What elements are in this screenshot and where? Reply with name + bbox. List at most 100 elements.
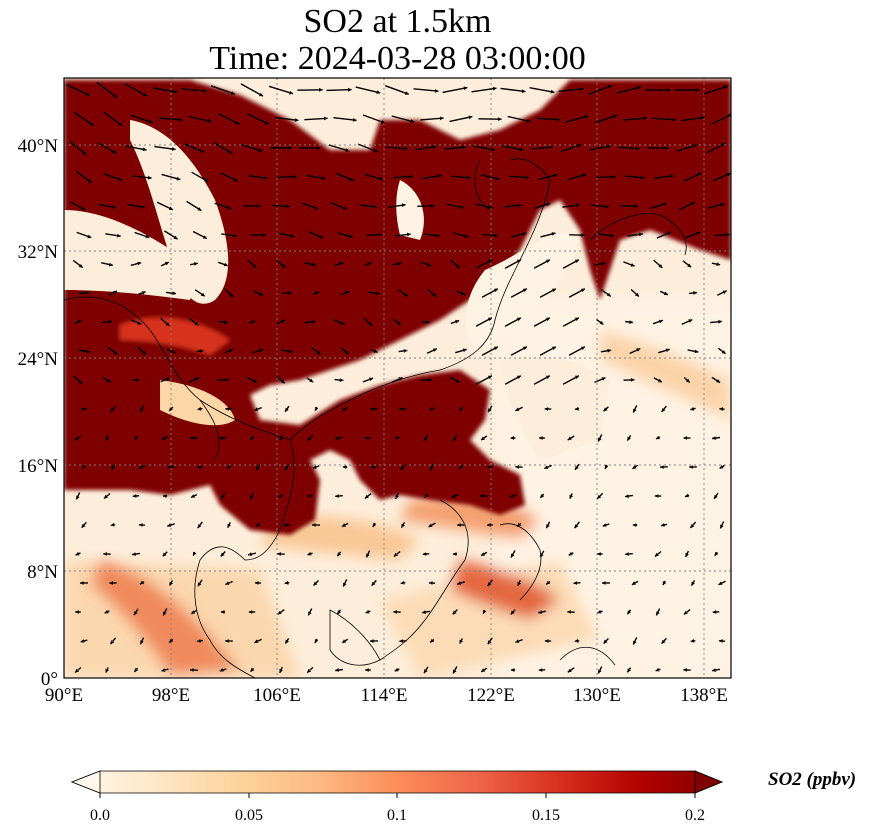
wind-arrow [74, 666, 82, 674]
wind-arrow [152, 87, 178, 94]
lat-tick-label: 24°N [18, 349, 59, 370]
wind-arrow [190, 493, 198, 499]
wind-arrow [428, 522, 436, 528]
wind-arrow [365, 550, 371, 558]
wind-arrow [685, 231, 701, 239]
lat-tick-label: 16°N [18, 456, 59, 477]
wind-arrow [161, 436, 169, 440]
wind-arrow [394, 435, 400, 440]
wind-arrow [600, 289, 612, 297]
wind-arrow [602, 523, 610, 527]
wind-arrow [188, 377, 200, 383]
wind-arrow [133, 667, 139, 673]
wind-arrow [719, 521, 725, 529]
wind-arrow [386, 146, 408, 151]
wind-arrow [478, 117, 502, 121]
wind-arrow [421, 610, 431, 614]
wind-arrow [683, 376, 691, 384]
wind-arrow [364, 261, 372, 267]
wind-arrow [109, 581, 117, 585]
wind-arrow [276, 319, 286, 325]
wind-arrow [284, 580, 290, 585]
wind-arrow [190, 609, 198, 615]
wind-arrow [453, 232, 469, 238]
wind-arrow [306, 174, 326, 180]
wind-arrow [539, 493, 545, 499]
wind-arrow [138, 523, 146, 527]
wind-arrow [104, 434, 110, 442]
wind-arrow [284, 638, 290, 644]
colorbar: 0.0 0.05 0.1 0.15 0.2 [70, 770, 724, 824]
wind-arrow [243, 204, 261, 208]
wind-arrow [683, 609, 691, 615]
wind-arrow [597, 666, 603, 674]
wind-arrow [603, 406, 609, 412]
wind-arrow [690, 638, 696, 643]
wind-arrow [632, 405, 638, 413]
wind-arrow [280, 349, 294, 354]
lon-tick-label: 98°E [152, 685, 190, 706]
wind-arrow [393, 550, 401, 558]
wind-arrow [219, 436, 227, 440]
wind-arrow [531, 145, 553, 150]
wind-arrow [105, 667, 109, 673]
wind-arrow [632, 523, 638, 527]
colorbar-tick-label: 0.1 [387, 807, 407, 824]
wind-arrow [711, 376, 721, 384]
wind-arrow [510, 288, 528, 298]
wind-arrow [678, 201, 696, 211]
wind-arrow [482, 609, 487, 615]
wind-arrow [568, 551, 574, 556]
wind-arrow [597, 434, 603, 442]
wind-arrow [718, 639, 726, 643]
wind-arrow [475, 375, 493, 385]
wind-arrow [311, 523, 321, 527]
wind-arrow [219, 668, 227, 672]
wind-arrow [620, 204, 638, 209]
wind-arrow [392, 318, 402, 326]
wind-arrow [335, 668, 343, 672]
wind-arrow [278, 493, 284, 498]
wind-arrow [422, 552, 430, 556]
wind-arrow [597, 552, 603, 556]
wind-arrow [397, 289, 409, 297]
wind-arrow [504, 375, 522, 385]
wind-arrow [653, 259, 663, 269]
wind-arrow [604, 464, 609, 470]
wind-arrow [131, 552, 141, 556]
wind-arrow [365, 609, 371, 614]
wind-arrow [654, 494, 662, 498]
wind-arrow [413, 88, 439, 93]
wind-arrow [624, 494, 634, 498]
wind-arrow [558, 87, 584, 93]
wind-arrow [711, 262, 721, 266]
wind-arrow [154, 145, 176, 151]
wind-arrow [510, 609, 516, 615]
wind-arrow [452, 609, 458, 615]
wind-arrow [391, 115, 415, 123]
wind-arrow [719, 464, 725, 470]
wind-arrow [220, 610, 226, 614]
wind-arrow [342, 465, 348, 469]
wind-arrow [510, 668, 516, 672]
latitude-ticks: 0° 8°N 16°N 24°N 32°N 40°N [18, 136, 59, 690]
wind-arrow [304, 116, 328, 121]
wind-arrow [370, 348, 378, 354]
wind-arrow [370, 465, 378, 469]
wind-arrow [224, 288, 234, 298]
wind-arrow [80, 407, 88, 411]
wind-arrow [246, 376, 258, 384]
wind-arrow [574, 638, 580, 643]
wind-arrow [277, 609, 285, 615]
wind-arrow [138, 291, 146, 295]
wind-arrow [73, 375, 83, 385]
wind-arrow [219, 172, 239, 182]
wind-arrow [248, 610, 256, 614]
wind-arrow [479, 494, 489, 498]
wind-arrow [192, 551, 197, 557]
wind-arrow [130, 319, 142, 325]
wind-arrow [224, 348, 234, 354]
wind-arrow [254, 581, 262, 585]
wind-arrow [304, 262, 316, 267]
